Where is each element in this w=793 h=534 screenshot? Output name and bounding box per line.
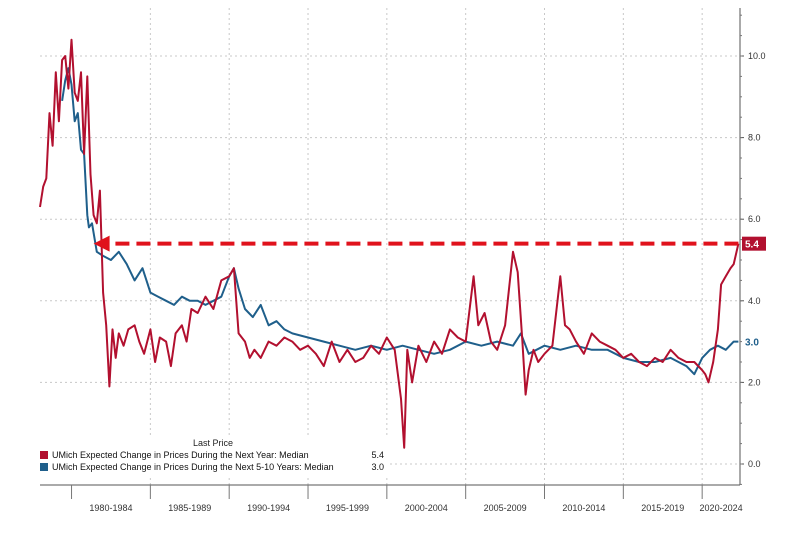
legend-row-next-year: UMich Expected Change in Prices During t… bbox=[38, 449, 388, 461]
legend-value-5-10-years: 3.0 bbox=[371, 462, 384, 472]
y-tick-label: 10.0 bbox=[748, 51, 766, 61]
x-period-label: 1990-1994 bbox=[247, 503, 290, 513]
last-price-tag-value: 3.0 bbox=[745, 338, 759, 349]
y-tick-label: 0.0 bbox=[748, 459, 761, 469]
x-period-label: 1995-1999 bbox=[326, 503, 369, 513]
y-tick-label: 8.0 bbox=[748, 133, 761, 143]
y-tick-label: 2.0 bbox=[748, 377, 761, 387]
x-axis-period-labels: 1980-1984 1985-1989 1990-1994 1995-1999 2000… bbox=[71, 485, 743, 513]
last-price-tag-bg bbox=[742, 334, 766, 349]
x-period-label: 2000-2004 bbox=[405, 503, 448, 513]
legend-value-next-year: 5.4 bbox=[371, 450, 384, 460]
x-period-label: 1980-1984 bbox=[89, 503, 132, 513]
x-period-label: 2015-2019 bbox=[641, 503, 684, 513]
series-lines bbox=[39, 38, 740, 449]
y-tick-label: 4.0 bbox=[748, 296, 761, 306]
legend-label-5-10-years: UMich Expected Change in Prices During t… bbox=[52, 462, 334, 472]
legend-swatch-5-10-years bbox=[40, 463, 48, 471]
y-tick-label: 6.0 bbox=[748, 214, 761, 224]
x-period-label: 1985-1989 bbox=[168, 503, 211, 513]
legend-swatch-next-year bbox=[40, 451, 48, 459]
dashed-arrow-head bbox=[93, 235, 110, 252]
last-price-tag-bg bbox=[742, 236, 766, 251]
dashed-arrow-annotation bbox=[93, 235, 739, 252]
series-line-next-year bbox=[39, 38, 740, 449]
x-period-label: 2020-2024 bbox=[700, 503, 743, 513]
x-period-label: 2005-2009 bbox=[484, 503, 527, 513]
x-period-label: 2010-2014 bbox=[562, 503, 605, 513]
legend-label-next-year: UMich Expected Change in Prices During t… bbox=[52, 450, 309, 460]
last-price-tag-value: 5.4 bbox=[745, 240, 759, 251]
legend: Last Price UMich Expected Change in Pric… bbox=[38, 438, 388, 476]
last-price-tags: 5.4 3.0 bbox=[742, 236, 766, 349]
legend-row-5-10-years: UMich Expected Change in Prices During t… bbox=[38, 461, 388, 473]
legend-header: Last Price bbox=[192, 438, 234, 448]
y-axis-ticks: 10.0 8.0 6.0 4.0 2.0 0.0 bbox=[740, 14, 766, 485]
